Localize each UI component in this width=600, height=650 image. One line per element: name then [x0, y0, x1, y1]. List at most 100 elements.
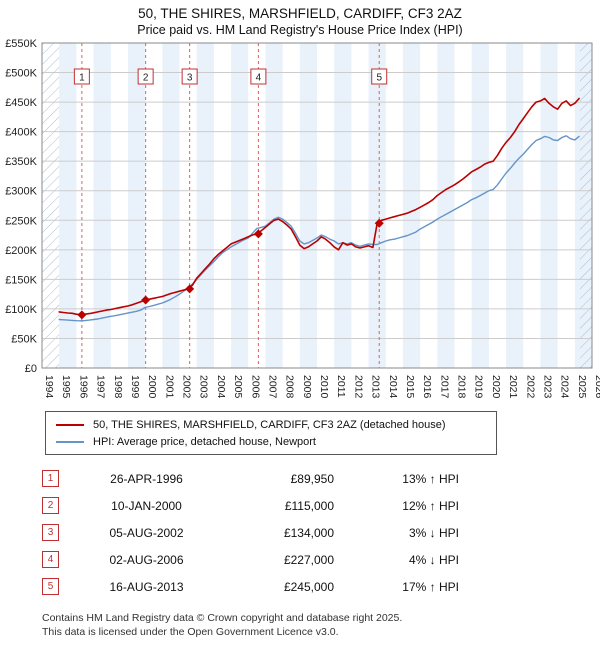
y-tick-label: £500K: [5, 68, 37, 80]
x-tick-label: 2024: [559, 375, 571, 399]
x-tick-label: 2006: [249, 375, 261, 399]
legend-item: HPI: Average price, detached house, Newp…: [56, 433, 486, 450]
year-band: [437, 43, 455, 368]
x-tick-label: 2011: [335, 375, 347, 398]
x-tick-label: 2000: [146, 375, 158, 399]
x-tick-label: 2019: [473, 375, 485, 399]
x-tick-label: 2021: [507, 375, 519, 399]
x-tick-label: 1999: [129, 375, 141, 399]
year-band: [59, 43, 77, 368]
x-tick-label: 1995: [60, 375, 72, 399]
y-tick-label: £300K: [5, 186, 37, 198]
x-tick-label: 2007: [266, 375, 278, 399]
sale-number: 4: [256, 73, 262, 84]
transaction-date: 16-AUG-2013: [109, 579, 184, 594]
transaction-row: 4 02-AUG-2006 £227,000 4% ↓ HPI: [42, 546, 600, 573]
x-tick-label: 2009: [301, 375, 313, 399]
x-tick-label: 2003: [198, 375, 210, 399]
x-tick-label: 1996: [77, 375, 89, 399]
transaction-hpi-delta: 13% ↑ HPI: [402, 471, 459, 486]
sale-number-box: [181, 68, 198, 85]
transaction-hpi-delta: 12% ↑ HPI: [402, 498, 459, 513]
year-band: [368, 43, 386, 368]
no-data-hatch: [42, 43, 60, 368]
transaction-number: 3: [42, 524, 59, 541]
transaction-row: 2 10-JAN-2000 £115,000 12% ↑ HPI: [42, 492, 600, 519]
sale-number: 5: [376, 73, 382, 84]
x-tick-label: 2026: [593, 375, 600, 399]
transaction-hpi-delta: 4% ↓ HPI: [408, 552, 459, 567]
year-band: [299, 43, 317, 368]
sale-number: 2: [143, 73, 149, 84]
y-tick-label: £0: [25, 363, 37, 375]
x-tick-label: 2008: [284, 375, 296, 399]
legend-line-swatch: [56, 440, 84, 443]
legend-label: HPI: Average price, detached house, Newp…: [93, 435, 316, 448]
transactions-table: 1 26-APR-1996 £89,950 13% ↑ HPI 2 10-JAN-2000…: [42, 465, 600, 600]
y-tick-label: £350K: [5, 156, 37, 168]
y-tick-label: £400K: [5, 127, 37, 139]
sale-number-box: [250, 68, 267, 85]
year-band: [540, 43, 558, 368]
year-band: [162, 43, 180, 368]
x-tick-label: 2001: [163, 375, 175, 399]
sale-number: 3: [187, 73, 193, 84]
x-tick-label: 2005: [232, 375, 244, 399]
transaction-price: £115,000: [284, 498, 334, 513]
legend-item: 50, THE SHIRES, MARSHFIELD, CARDIFF, CF3…: [56, 416, 486, 433]
transaction-number: 1: [42, 470, 59, 487]
x-tick-label: 2013: [370, 375, 382, 399]
sale-marker: [374, 218, 384, 228]
transaction-price: £227,000: [283, 552, 334, 567]
transaction-date: 10-JAN-2000: [111, 498, 182, 513]
x-tick-label: 2010: [318, 375, 330, 399]
sale-number-box: [137, 68, 154, 85]
page-subtitle: Price paid vs. HM Land Registry's House …: [137, 23, 463, 37]
x-tick-label: 2022: [524, 375, 536, 399]
chart-legend: 50, THE SHIRES, MARSHFIELD, CARDIFF, CF3…: [45, 411, 497, 455]
transaction-hpi-delta: 3% ↓ HPI: [408, 525, 459, 540]
price-chart: £0 £50K £100K £150K £200K £250K £300K £350K £400…: [5, 38, 600, 399]
y-tick-label: £200K: [5, 245, 37, 257]
x-tick-label: 2004: [215, 375, 227, 399]
x-tick-label: 2002: [181, 375, 193, 399]
year-band: [231, 43, 249, 368]
year-band: [127, 43, 146, 368]
x-tick-label: 2012: [352, 375, 364, 399]
x-tick-label: 1998: [112, 375, 124, 399]
x-tick-label: 1994: [43, 375, 55, 399]
transaction-date: 26-APR-1996: [110, 471, 183, 486]
transaction-row: 1 26-APR-1996 £89,950 13% ↑ HPI: [42, 465, 600, 492]
x-tick-label: 2020: [490, 375, 502, 399]
y-tick-label: £450K: [5, 97, 37, 109]
legend-line-swatch: [56, 423, 84, 426]
sale-marker: [185, 284, 195, 294]
y-tick-label: £250K: [5, 215, 37, 227]
x-tick-label: 2014: [387, 375, 399, 399]
x-tick-label: 2018: [456, 375, 468, 399]
transaction-row: 3 05-AUG-2002 £134,000 3% ↓ HPI: [42, 519, 600, 546]
license-line-1: Contains HM Land Registry data © Crown c…: [42, 612, 403, 624]
y-tick-label: £100K: [5, 304, 37, 316]
year-band: [506, 43, 524, 368]
year-band: [265, 43, 283, 368]
sale-number: 1: [79, 73, 85, 84]
transaction-hpi-delta: 17% ↑ HPI: [402, 579, 459, 594]
x-tick-label: 2015: [404, 375, 416, 399]
x-tick-label: 2016: [421, 375, 433, 399]
year-band: [334, 43, 352, 368]
transaction-row: 5 16-AUG-2013 £245,000 17% ↑ HPI: [42, 573, 600, 600]
transaction-date: 02-AUG-2006: [109, 552, 184, 567]
transaction-date: 05-AUG-2002: [109, 525, 184, 540]
legend-label: 50, THE SHIRES, MARSHFIELD, CARDIFF, CF3…: [93, 418, 446, 431]
year-band: [93, 43, 111, 368]
sale-number-box: [371, 68, 388, 85]
y-tick-label: £150K: [5, 274, 37, 286]
sale-marker: [253, 229, 263, 239]
x-tick-label: 2023: [541, 375, 553, 399]
year-band: [402, 43, 421, 368]
series-line: [58, 135, 580, 322]
year-band: [196, 43, 214, 368]
